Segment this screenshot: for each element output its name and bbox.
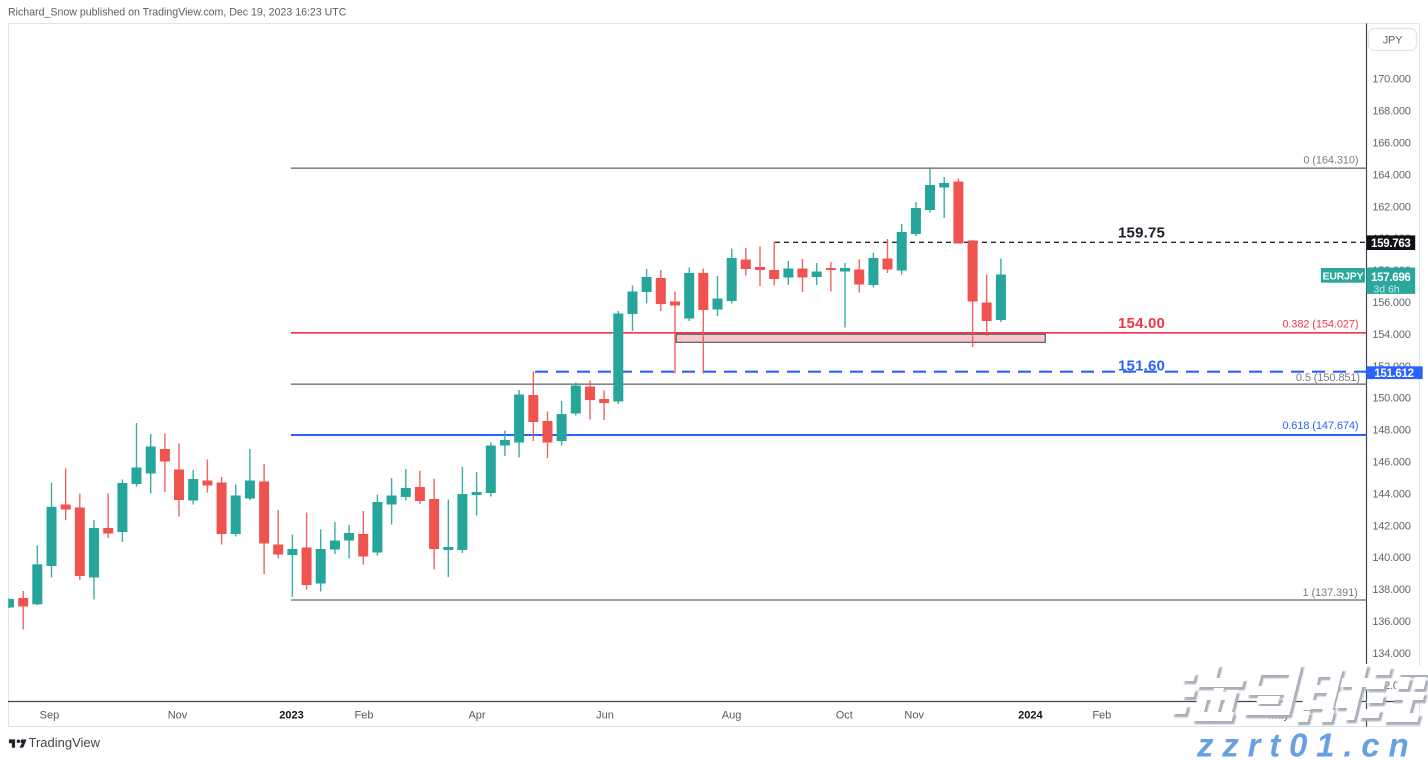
svg-text:zzrt01.cn: zzrt01.cn bbox=[1196, 727, 1417, 760]
svg-text:Nov: Nov bbox=[904, 710, 924, 722]
svg-text:166.000: 166.000 bbox=[1372, 138, 1410, 150]
svg-text:Apr: Apr bbox=[468, 710, 485, 722]
svg-text:Aug: Aug bbox=[722, 710, 742, 722]
svg-text:0.5 (150.851): 0.5 (150.851) bbox=[1296, 372, 1360, 384]
svg-text:136.000: 136.000 bbox=[1372, 616, 1410, 628]
svg-text:Sep: Sep bbox=[40, 710, 60, 722]
svg-text:Nov: Nov bbox=[168, 710, 188, 722]
svg-text:162.000: 162.000 bbox=[1372, 201, 1410, 213]
svg-text:142.000: 142.000 bbox=[1372, 520, 1410, 532]
svg-text:144.000: 144.000 bbox=[1372, 488, 1410, 500]
svg-text:1 (137.391): 1 (137.391) bbox=[1303, 587, 1358, 599]
svg-text:154.00: 154.00 bbox=[1118, 315, 1165, 332]
svg-text:168.000: 168.000 bbox=[1372, 106, 1410, 118]
svg-text:159.75: 159.75 bbox=[1118, 225, 1165, 242]
svg-text:Feb: Feb bbox=[355, 710, 374, 722]
svg-text:148.000: 148.000 bbox=[1372, 425, 1410, 437]
svg-text:Jun: Jun bbox=[596, 710, 614, 722]
svg-text:Oct: Oct bbox=[836, 710, 853, 722]
svg-text:164.000: 164.000 bbox=[1372, 169, 1410, 181]
svg-text:JPY: JPY bbox=[1383, 35, 1403, 47]
svg-text:151.60: 151.60 bbox=[1118, 358, 1165, 375]
svg-text:138.000: 138.000 bbox=[1372, 584, 1410, 596]
svg-text:156.000: 156.000 bbox=[1372, 297, 1410, 309]
svg-text:Feb: Feb bbox=[1092, 710, 1111, 722]
svg-text:0 (164.310): 0 (164.310) bbox=[1303, 155, 1358, 167]
svg-text:159.763: 159.763 bbox=[1371, 238, 1410, 250]
svg-text:TradingView: TradingView bbox=[29, 735, 101, 750]
svg-text:151.612: 151.612 bbox=[1374, 368, 1413, 380]
svg-text:157.696: 157.696 bbox=[1371, 272, 1410, 284]
svg-text:Richard_Snow published on Trad: Richard_Snow published on TradingView.co… bbox=[8, 7, 347, 19]
svg-text:170.000: 170.000 bbox=[1372, 74, 1410, 86]
svg-text:0.618 (147.674): 0.618 (147.674) bbox=[1282, 420, 1358, 432]
svg-text:140.000: 140.000 bbox=[1372, 552, 1410, 564]
svg-text:134.000: 134.000 bbox=[1372, 648, 1410, 660]
svg-text:150.000: 150.000 bbox=[1372, 393, 1410, 405]
svg-text:EURJPY: EURJPY bbox=[1323, 270, 1364, 282]
svg-text:3d 6h: 3d 6h bbox=[1373, 283, 1399, 295]
svg-text:146.000: 146.000 bbox=[1372, 457, 1410, 469]
svg-text:2023: 2023 bbox=[279, 710, 303, 722]
svg-text:2024: 2024 bbox=[1018, 710, 1043, 722]
svg-text:154.000: 154.000 bbox=[1372, 329, 1410, 341]
svg-text:0.382 (154.027): 0.382 (154.027) bbox=[1282, 318, 1358, 330]
